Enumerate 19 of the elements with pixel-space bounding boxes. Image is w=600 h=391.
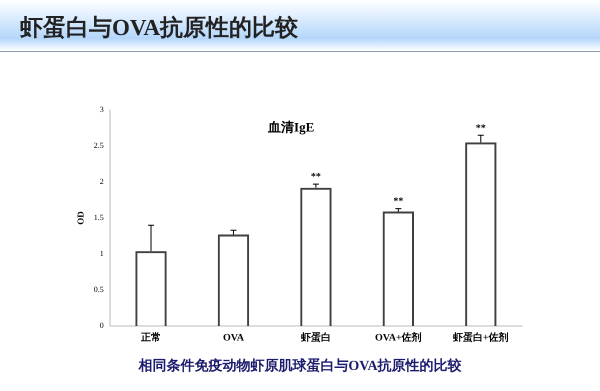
y-tick-label: 1.5	[94, 213, 104, 222]
annotation: **	[476, 122, 486, 134]
text: 相同条件免疫动物虾原肌球蛋白与OVA抗原性的比较	[137, 357, 463, 375]
y-tick-label: 2	[100, 177, 104, 186]
annotation: **	[310, 172, 321, 183]
y-tick-label: 0	[100, 321, 104, 330]
y-tick-label: 3	[100, 105, 104, 114]
chart-title: 虾蛋白与OVA抗原性的比较	[19, 14, 300, 42]
x-tick-label: 虾蛋白	[300, 332, 331, 344]
y-tick-label: 0.5	[94, 285, 104, 294]
text: 血清IgE	[267, 119, 314, 134]
y-tick-label: 2.5	[94, 141, 104, 150]
x-tick-label: 虾蛋白+佐剂	[452, 332, 509, 344]
y-tick-label: 1	[100, 249, 104, 258]
y-axis-title: OD	[76, 210, 86, 225]
annotation: **	[393, 196, 404, 208]
x-tick-label: OVA	[222, 332, 245, 344]
x-tick-label: OVA+佐剂	[375, 332, 422, 344]
x-tick-label: 正常	[140, 332, 162, 344]
